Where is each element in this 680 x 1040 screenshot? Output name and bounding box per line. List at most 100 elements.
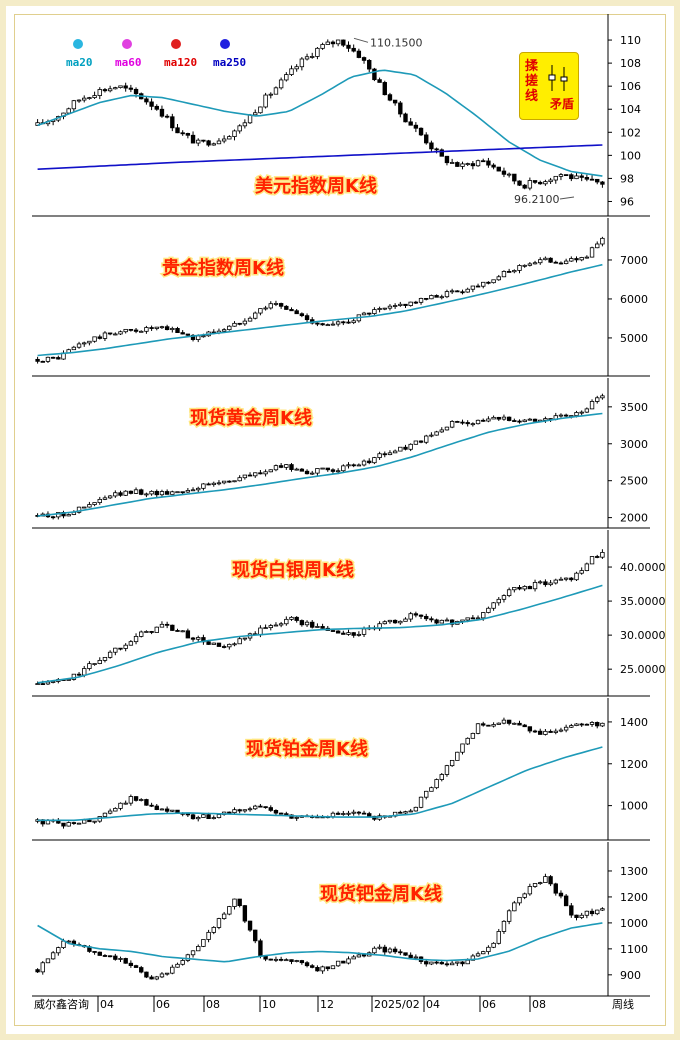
- candle-body: [589, 910, 595, 915]
- candle-body: [392, 619, 398, 624]
- candle-body: [268, 93, 273, 96]
- candle-body: [144, 971, 149, 978]
- candle-body: [413, 301, 419, 304]
- candle-body: [335, 470, 341, 473]
- candle-body: [589, 556, 595, 565]
- candle-body: [102, 955, 108, 957]
- candle-body: [263, 806, 268, 809]
- candle-body: [107, 810, 113, 814]
- candle-body: [71, 100, 77, 110]
- candle-body: [486, 281, 491, 284]
- candle-body: [185, 133, 191, 136]
- pane-6: 1300 1200 1100 1000 900 现货钯金周K线: [32, 842, 650, 997]
- candle-body: [216, 482, 222, 485]
- candle-body: [273, 809, 279, 814]
- candle-body: [501, 416, 507, 420]
- candle-body: [372, 309, 377, 314]
- candle-body: [341, 960, 346, 964]
- candle-body: [133, 88, 139, 95]
- candle-body: [237, 809, 242, 812]
- candle-body: [512, 270, 517, 273]
- candle-body: [382, 946, 387, 953]
- candle-body: [403, 811, 408, 814]
- candle-body: [315, 47, 320, 57]
- candle-body: [320, 467, 325, 470]
- annotation-leader: [559, 196, 575, 200]
- candle-body: [170, 116, 175, 129]
- candle-body: [82, 668, 87, 676]
- candle-body: [139, 967, 144, 973]
- candle-body: [543, 581, 548, 586]
- candle-body: [294, 468, 299, 471]
- candle-body: [128, 962, 134, 966]
- candle-body: [154, 105, 159, 110]
- candle-body: [211, 482, 216, 485]
- candle-body: [569, 174, 574, 180]
- candle-body: [273, 87, 279, 95]
- candle-body: [548, 730, 553, 733]
- candle-body: [367, 59, 372, 70]
- candle-body: [180, 491, 185, 494]
- legend-dot: [73, 39, 83, 49]
- candle-body: [335, 630, 341, 634]
- candle-body: [278, 623, 284, 626]
- candle-body: [501, 719, 507, 724]
- candle-body: [351, 632, 356, 636]
- candle-body: [206, 140, 211, 146]
- candle-body: [367, 813, 372, 817]
- candle-body: [398, 811, 403, 814]
- candle-body: [491, 602, 496, 609]
- candle-body: [71, 822, 77, 824]
- legend-dot: [220, 39, 230, 49]
- candle-body: [491, 416, 496, 420]
- candle-body: [123, 802, 128, 805]
- candle-body: [123, 328, 128, 333]
- candle-body: [92, 663, 97, 665]
- candle-body: [149, 327, 154, 329]
- x-axis: 04 06 08 10 12 2025/02 04 06 08: [97, 996, 546, 1012]
- candle-body: [221, 329, 227, 332]
- candle-body: [584, 563, 590, 571]
- candle-body: [325, 324, 330, 327]
- ma20-line: [37, 584, 603, 684]
- candle-body: [398, 951, 403, 954]
- candle-body: [242, 320, 248, 325]
- candle-body: [418, 297, 424, 303]
- candle-body: [45, 958, 51, 964]
- candle-body: [517, 722, 522, 726]
- candle-body: [82, 97, 87, 101]
- y-tick-label: 1100: [620, 943, 648, 956]
- candle-body: [413, 806, 419, 812]
- candle-body: [185, 333, 191, 336]
- candle-body: [382, 82, 387, 96]
- candle-body: [449, 421, 455, 428]
- candle-body: [278, 812, 284, 815]
- candle-body: [595, 556, 600, 558]
- candle-body: [563, 174, 569, 177]
- candle-body: [242, 637, 248, 640]
- candle-body: [304, 621, 310, 626]
- candle-body: [284, 959, 289, 962]
- candle-body: [253, 312, 258, 319]
- candle-body: [45, 356, 51, 362]
- candle-body: [113, 808, 118, 812]
- candle-body: [600, 908, 605, 911]
- candle-body: [237, 322, 242, 325]
- x-tick-label: 04: [100, 998, 114, 1011]
- candle-body: [139, 799, 144, 801]
- candle-body: [481, 419, 486, 422]
- candle-body: [501, 595, 507, 600]
- candle-body: [424, 790, 429, 798]
- candle-body: [361, 460, 367, 466]
- candle-body: [403, 303, 408, 306]
- candle-body: [196, 487, 201, 491]
- pane-2: 7000 6000 5000 贵金指数周K线: [32, 218, 650, 377]
- candle-body: [475, 285, 481, 288]
- candle-body: [569, 905, 574, 916]
- candle-body: [50, 516, 56, 519]
- candle-body: [92, 336, 97, 342]
- candle-body: [170, 328, 175, 331]
- candle-body: [486, 946, 491, 953]
- candle-body: [170, 491, 175, 495]
- candle-body: [278, 465, 284, 468]
